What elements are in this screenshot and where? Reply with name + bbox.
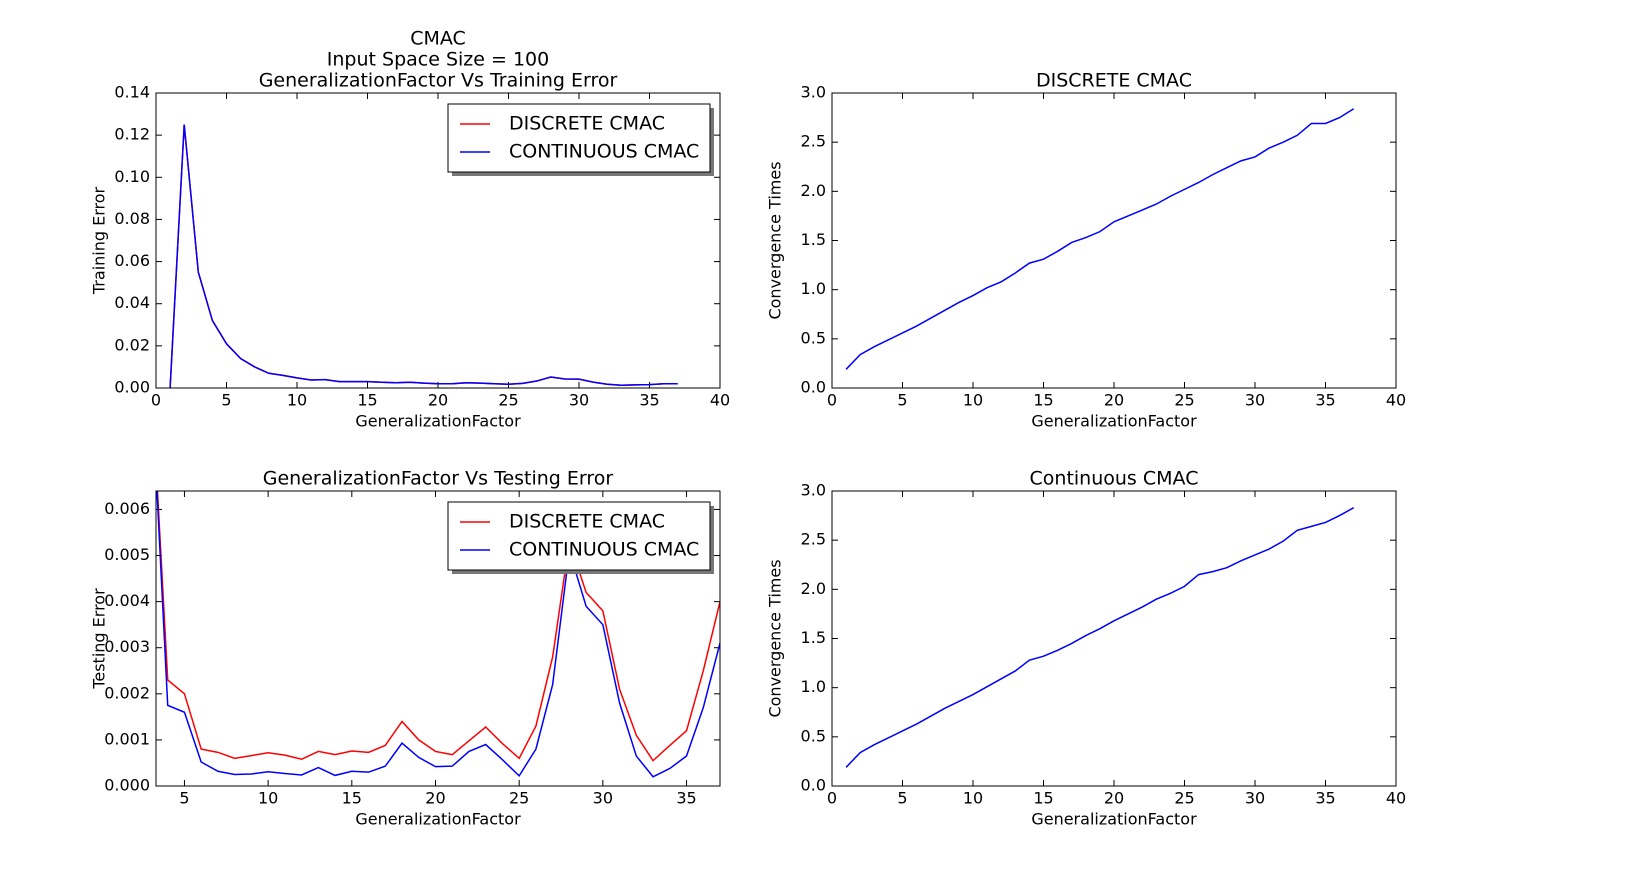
- x-tick-label: 20: [1104, 391, 1124, 410]
- legend-label: DISCRETE CMAC: [509, 113, 665, 135]
- chart-title: Input Space Size = 100: [327, 49, 549, 71]
- y-tick-label: 0.0: [801, 378, 826, 397]
- x-tick-label: 35: [639, 391, 659, 410]
- data-line: [845, 108, 1355, 370]
- y-tick-label: 0.14: [114, 83, 150, 102]
- y-tick-label: 0.0: [801, 776, 826, 795]
- x-tick-label: 30: [1245, 391, 1265, 410]
- x-tick-label: 20: [428, 391, 448, 410]
- x-tick-label: 15: [342, 789, 362, 808]
- x-tick-label: 15: [1033, 391, 1053, 410]
- y-tick-label: 0.04: [114, 293, 150, 312]
- y-tick-label: 0.003: [104, 637, 150, 656]
- x-tick-label: 35: [676, 789, 696, 808]
- x-tick-label: 40: [1386, 391, 1406, 410]
- x-tick-label: 15: [1033, 789, 1053, 808]
- y-tick-label: 3.0: [801, 481, 826, 500]
- chart-title: GeneralizationFactor Vs Testing Error: [263, 468, 614, 490]
- x-tick-label: 10: [963, 391, 983, 410]
- y-axis-label: Training Error: [90, 186, 109, 295]
- y-tick-label: 2.5: [801, 132, 826, 151]
- x-axis-label: GeneralizationFactor: [1031, 810, 1197, 829]
- legend-label: DISCRETE CMAC: [509, 511, 665, 533]
- x-tick-label: 20: [1104, 789, 1124, 808]
- x-tick-label: 0: [827, 391, 837, 410]
- x-axis-label: GeneralizationFactor: [355, 412, 521, 431]
- y-tick-label: 1.5: [801, 230, 826, 249]
- y-tick-label: 0.006: [104, 499, 150, 518]
- x-tick-label: 30: [593, 789, 613, 808]
- x-tick-label: 0: [827, 789, 837, 808]
- axes-frame: [831, 490, 1397, 787]
- y-tick-label: 0.12: [114, 125, 150, 144]
- x-tick-label: 30: [569, 391, 589, 410]
- x-tick-label: 0: [151, 391, 161, 410]
- chart-title: CMAC: [410, 28, 466, 50]
- y-tick-label: 1.0: [801, 677, 826, 696]
- legend: [447, 501, 711, 571]
- chart-title: DISCRETE CMAC: [1036, 70, 1192, 92]
- x-tick-label: 25: [1174, 789, 1194, 808]
- chart-title: Continuous CMAC: [1030, 468, 1199, 490]
- x-tick-label: 10: [963, 789, 983, 808]
- y-tick-label: 2.0: [801, 579, 826, 598]
- y-tick-label: 1.0: [801, 279, 826, 298]
- x-axis-label: GeneralizationFactor: [355, 810, 521, 829]
- y-tick-label: 2.5: [801, 530, 826, 549]
- y-axis-label: Convergence Times: [766, 559, 785, 717]
- y-tick-label: 0.00: [114, 378, 150, 397]
- x-tick-label: 40: [710, 391, 730, 410]
- x-tick-label: 5: [897, 789, 907, 808]
- y-tick-label: 0.000: [104, 776, 150, 795]
- x-tick-label: 5: [221, 391, 231, 410]
- y-tick-label: 2.0: [801, 181, 826, 200]
- legend-label: CONTINUOUS CMAC: [509, 539, 699, 561]
- legend-label: CONTINUOUS CMAC: [509, 141, 699, 163]
- y-tick-label: 0.08: [114, 209, 150, 228]
- plot-area: [169, 124, 678, 388]
- axes-frame: [831, 92, 1397, 389]
- y-tick-label: 0.002: [104, 683, 150, 702]
- y-tick-label: 1.5: [801, 628, 826, 647]
- y-tick-label: 3.0: [801, 83, 826, 102]
- legend: [447, 103, 711, 173]
- x-tick-label: 25: [498, 391, 518, 410]
- data-line: [845, 507, 1355, 768]
- plot-area: [845, 507, 1355, 768]
- y-tick-label: 0.06: [114, 251, 150, 270]
- x-tick-label: 40: [1386, 789, 1406, 808]
- x-tick-label: 25: [509, 789, 529, 808]
- y-tick-label: 0.005: [104, 545, 150, 564]
- x-tick-label: 25: [1174, 391, 1194, 410]
- y-tick-label: 0.004: [104, 591, 150, 610]
- x-tick-label: 30: [1245, 789, 1265, 808]
- x-axis-label: GeneralizationFactor: [1031, 412, 1197, 431]
- y-tick-label: 0.10: [114, 167, 150, 186]
- y-tick-label: 0.001: [104, 729, 150, 748]
- x-tick-label: 15: [357, 391, 377, 410]
- x-tick-label: 5: [897, 391, 907, 410]
- x-tick-label: 10: [258, 789, 278, 808]
- axes-frame: [155, 92, 721, 389]
- x-tick-label: 35: [1315, 391, 1335, 410]
- data-line: [156, 491, 720, 778]
- data-line: [156, 491, 720, 762]
- chart-title: GeneralizationFactor Vs Training Error: [259, 70, 618, 92]
- y-tick-label: 0.5: [801, 726, 826, 745]
- y-tick-label: 0.02: [114, 335, 150, 354]
- x-tick-label: 20: [425, 789, 445, 808]
- x-tick-label: 35: [1315, 789, 1335, 808]
- plot-area: [845, 108, 1355, 370]
- y-axis-label: Convergence Times: [766, 161, 785, 319]
- plot-area: [156, 491, 720, 778]
- y-axis-label: Testing Error: [90, 588, 109, 690]
- data-line: [169, 124, 678, 388]
- y-tick-label: 0.5: [801, 328, 826, 347]
- axes-frame: [155, 490, 721, 787]
- x-tick-label: 10: [287, 391, 307, 410]
- x-tick-label: 5: [179, 789, 189, 808]
